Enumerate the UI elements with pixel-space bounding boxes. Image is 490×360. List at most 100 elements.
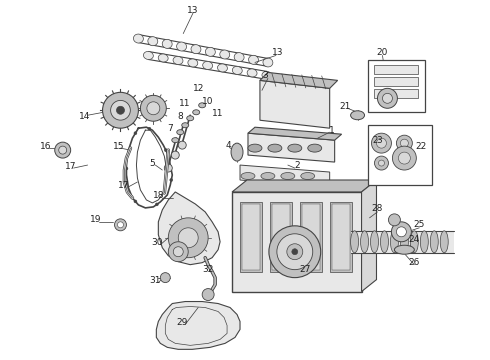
Circle shape (374, 156, 389, 170)
Circle shape (392, 222, 412, 242)
Text: 15: 15 (113, 141, 124, 150)
Ellipse shape (162, 39, 172, 48)
Bar (368, 60, 425, 112)
Ellipse shape (380, 231, 389, 253)
Polygon shape (240, 165, 330, 188)
Text: 18: 18 (152, 192, 164, 201)
Bar (374, 77, 418, 86)
Ellipse shape (308, 144, 322, 152)
Bar (240, 202, 262, 272)
Circle shape (141, 95, 166, 121)
Circle shape (172, 151, 179, 159)
Circle shape (118, 222, 123, 228)
Text: 19: 19 (90, 215, 101, 224)
Text: 14: 14 (79, 112, 90, 121)
Ellipse shape (241, 172, 255, 180)
Ellipse shape (261, 172, 275, 180)
Ellipse shape (248, 144, 262, 152)
Ellipse shape (172, 138, 179, 143)
Ellipse shape (394, 245, 415, 254)
Ellipse shape (420, 231, 428, 253)
Ellipse shape (440, 231, 448, 253)
Ellipse shape (350, 111, 365, 120)
Circle shape (155, 203, 158, 206)
Ellipse shape (281, 172, 295, 180)
Ellipse shape (220, 50, 230, 59)
Ellipse shape (232, 66, 242, 75)
Ellipse shape (410, 231, 418, 253)
Circle shape (396, 135, 413, 151)
Bar (330, 202, 352, 272)
Circle shape (269, 226, 321, 278)
Circle shape (102, 92, 138, 128)
Ellipse shape (177, 130, 184, 135)
Bar (272, 204, 290, 270)
Circle shape (292, 249, 298, 255)
Ellipse shape (176, 42, 187, 51)
Bar (300, 202, 322, 272)
Circle shape (117, 106, 124, 114)
Ellipse shape (263, 58, 273, 67)
Ellipse shape (148, 37, 158, 46)
Ellipse shape (198, 103, 206, 108)
Ellipse shape (268, 144, 282, 152)
Circle shape (125, 167, 128, 170)
Circle shape (389, 214, 400, 226)
Text: 28: 28 (372, 204, 383, 213)
Circle shape (178, 141, 186, 149)
Circle shape (287, 244, 303, 260)
Ellipse shape (370, 231, 378, 253)
Text: 17: 17 (118, 181, 129, 190)
Text: 27: 27 (299, 265, 311, 274)
Ellipse shape (361, 231, 368, 253)
Text: 13: 13 (272, 48, 284, 57)
Circle shape (178, 228, 198, 248)
Circle shape (400, 139, 408, 147)
Ellipse shape (203, 62, 213, 69)
Text: 7: 7 (168, 124, 173, 133)
Ellipse shape (231, 143, 243, 161)
Circle shape (377, 88, 397, 108)
Polygon shape (156, 302, 240, 349)
Bar (374, 66, 418, 75)
Circle shape (170, 179, 173, 181)
Circle shape (55, 142, 71, 158)
Text: 3: 3 (262, 71, 268, 80)
Bar (368, 125, 432, 185)
Text: 8: 8 (177, 112, 183, 121)
Ellipse shape (144, 51, 153, 59)
Circle shape (164, 149, 167, 152)
Ellipse shape (400, 231, 408, 253)
Text: 20: 20 (377, 48, 388, 57)
Ellipse shape (234, 53, 244, 62)
Text: 24: 24 (409, 235, 420, 244)
Bar (302, 204, 319, 270)
Text: 13: 13 (188, 6, 199, 15)
Ellipse shape (218, 64, 227, 72)
Circle shape (134, 132, 137, 135)
Ellipse shape (350, 231, 359, 253)
Text: 1: 1 (329, 126, 335, 135)
Ellipse shape (188, 59, 198, 67)
Ellipse shape (205, 47, 215, 56)
Bar (232, 192, 362, 292)
Text: 4: 4 (225, 141, 231, 150)
Circle shape (111, 100, 130, 120)
Circle shape (173, 247, 183, 257)
Circle shape (392, 146, 416, 170)
Text: 5: 5 (149, 158, 155, 167)
Circle shape (376, 138, 387, 148)
Ellipse shape (391, 231, 398, 253)
Text: 22: 22 (416, 141, 427, 150)
Circle shape (59, 146, 67, 154)
Bar (242, 204, 260, 270)
Bar (374, 89, 418, 98)
Ellipse shape (173, 57, 183, 64)
Circle shape (383, 93, 392, 103)
Polygon shape (362, 180, 376, 292)
Text: 11: 11 (178, 99, 190, 108)
Ellipse shape (430, 231, 438, 253)
Ellipse shape (133, 34, 144, 43)
Text: 12: 12 (193, 84, 204, 93)
Text: 31: 31 (149, 276, 161, 285)
